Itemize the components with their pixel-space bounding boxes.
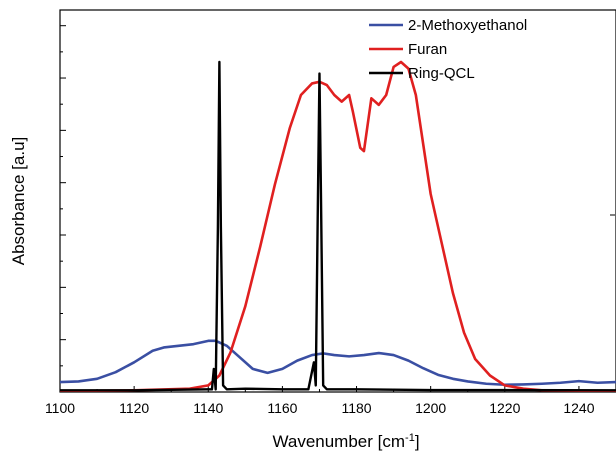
y-axis-title: Absorbance [a.u]: [9, 137, 28, 266]
series-line-2-methoxyethanol: [60, 339, 616, 387]
series-lines: [60, 60, 616, 392]
x-tick-label: 1240: [563, 400, 594, 416]
series-line-ring-qcl: [60, 60, 616, 392]
x-tick-label: 1140: [193, 400, 223, 416]
x-tick-label: 1100: [45, 400, 75, 416]
legend: 2-Methoxyethanol Furan Ring-QCL: [369, 17, 527, 82]
x-tick-label: 1200: [415, 400, 446, 416]
plot-frame: [59, 9, 616, 393]
axis-ticks: 1100 1120 1140 1160 1180 1200 1220 1240: [45, 25, 615, 416]
legend-label-ring-qcl: Ring-QCL: [408, 65, 475, 82]
legend-label-furan: Furan: [408, 41, 447, 58]
plot-border: [59, 9, 616, 393]
x-tick-label: 1160: [267, 400, 297, 416]
x-axis-title-end: ]: [415, 432, 420, 451]
x-tick-label: 1120: [119, 400, 149, 416]
x-tick-label: 1220: [489, 400, 520, 416]
x-axis-title-superscript: -1: [405, 432, 415, 444]
x-tick-label: 1180: [341, 400, 371, 416]
x-axis-title: Wavenumber [cm-1]: [272, 432, 419, 451]
x-axis-title-main: Wavenumber [cm: [272, 432, 405, 451]
legend-label-2-methoxyethanol: 2-Methoxyethanol: [408, 17, 527, 34]
series-line-furan: [60, 60, 616, 392]
